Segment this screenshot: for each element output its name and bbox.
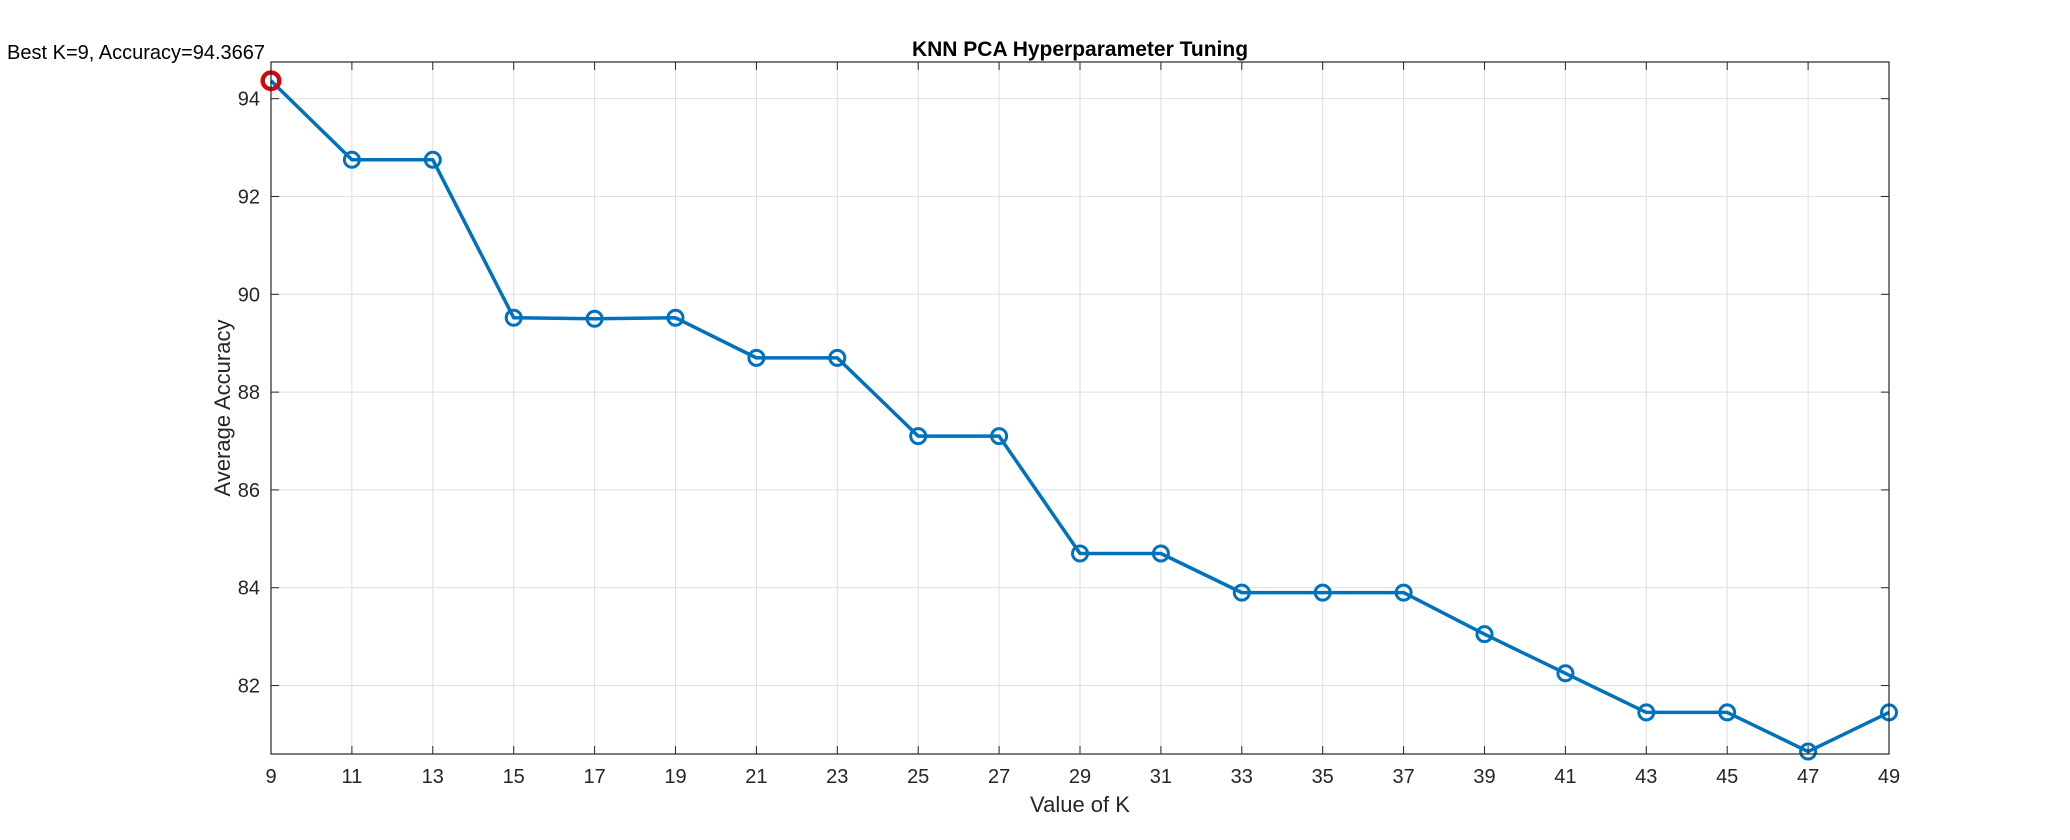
y-axis-label: Average Accuracy xyxy=(210,320,235,497)
x-tick-label: 29 xyxy=(1069,766,1091,788)
x-tick-label: 45 xyxy=(1716,766,1738,788)
data-point-marker xyxy=(1799,742,1818,761)
y-tick-label: 86 xyxy=(238,480,260,502)
x-tick-label: 37 xyxy=(1392,766,1414,788)
x-tick-label: 11 xyxy=(342,766,363,788)
x-tick-label: 17 xyxy=(583,766,605,788)
x-tick-label: 23 xyxy=(826,766,848,788)
x-tick-label: 27 xyxy=(988,766,1010,788)
marker-group xyxy=(262,71,1898,761)
x-tick-label: 49 xyxy=(1878,766,1900,788)
x-tick-label: 19 xyxy=(664,766,686,788)
y-tick-label: 92 xyxy=(238,186,260,208)
x-tick-label: 13 xyxy=(422,766,444,788)
x-tick-label: 9 xyxy=(265,766,276,788)
x-axis-label: Value of K xyxy=(1030,792,1130,817)
data-point-marker xyxy=(666,308,685,327)
data-point-marker xyxy=(1556,664,1575,683)
chart-title: KNN PCA Hyperparameter Tuning xyxy=(912,38,1248,61)
data-point-marker xyxy=(909,427,928,446)
data-point-marker xyxy=(423,150,442,169)
y-tick-label: 82 xyxy=(238,676,260,698)
x-tick-label: 47 xyxy=(1797,766,1819,788)
data-point-marker xyxy=(342,150,361,169)
data-point-marker xyxy=(990,427,1009,446)
x-tick-label: 43 xyxy=(1635,766,1657,788)
series-line xyxy=(269,79,1890,754)
y-tick-label: 94 xyxy=(238,89,260,111)
x-tick-label: 33 xyxy=(1231,766,1253,788)
x-tick-label: 25 xyxy=(907,766,929,788)
data-point-marker xyxy=(1394,583,1413,602)
x-tick-label: 31 xyxy=(1150,766,1172,788)
x-tick-label: 21 xyxy=(745,766,767,788)
x-tick-label: 39 xyxy=(1473,766,1495,788)
series-line-group xyxy=(269,79,1890,754)
grid xyxy=(270,62,1890,754)
ticks: 9 11 13 15 17 19 21 23 25 27 29 31 33 35 37 39 41 43 45 47 4… xyxy=(238,62,1900,788)
x-tick-label: 35 xyxy=(1312,766,1334,788)
data-point-marker xyxy=(1151,544,1170,563)
y-tick-label: 84 xyxy=(238,578,260,600)
y-tick-label: 90 xyxy=(238,284,260,306)
data-point-marker xyxy=(504,308,523,327)
data-point-marker xyxy=(828,348,847,367)
data-point-marker xyxy=(1475,625,1494,644)
data-point-marker xyxy=(1637,703,1656,722)
data-point-marker xyxy=(747,348,766,367)
x-tick-label: 41 xyxy=(1554,766,1576,788)
data-point-marker xyxy=(585,309,604,328)
data-point-marker xyxy=(1313,583,1332,602)
data-point-marker xyxy=(1718,703,1737,722)
y-tick-label: 88 xyxy=(238,382,260,404)
data-point-marker xyxy=(1232,583,1251,602)
data-point-marker xyxy=(1071,544,1089,563)
best-k-annotation: Best K=9, Accuracy=94.3667 xyxy=(7,42,265,64)
x-tick-label: 15 xyxy=(503,766,525,788)
